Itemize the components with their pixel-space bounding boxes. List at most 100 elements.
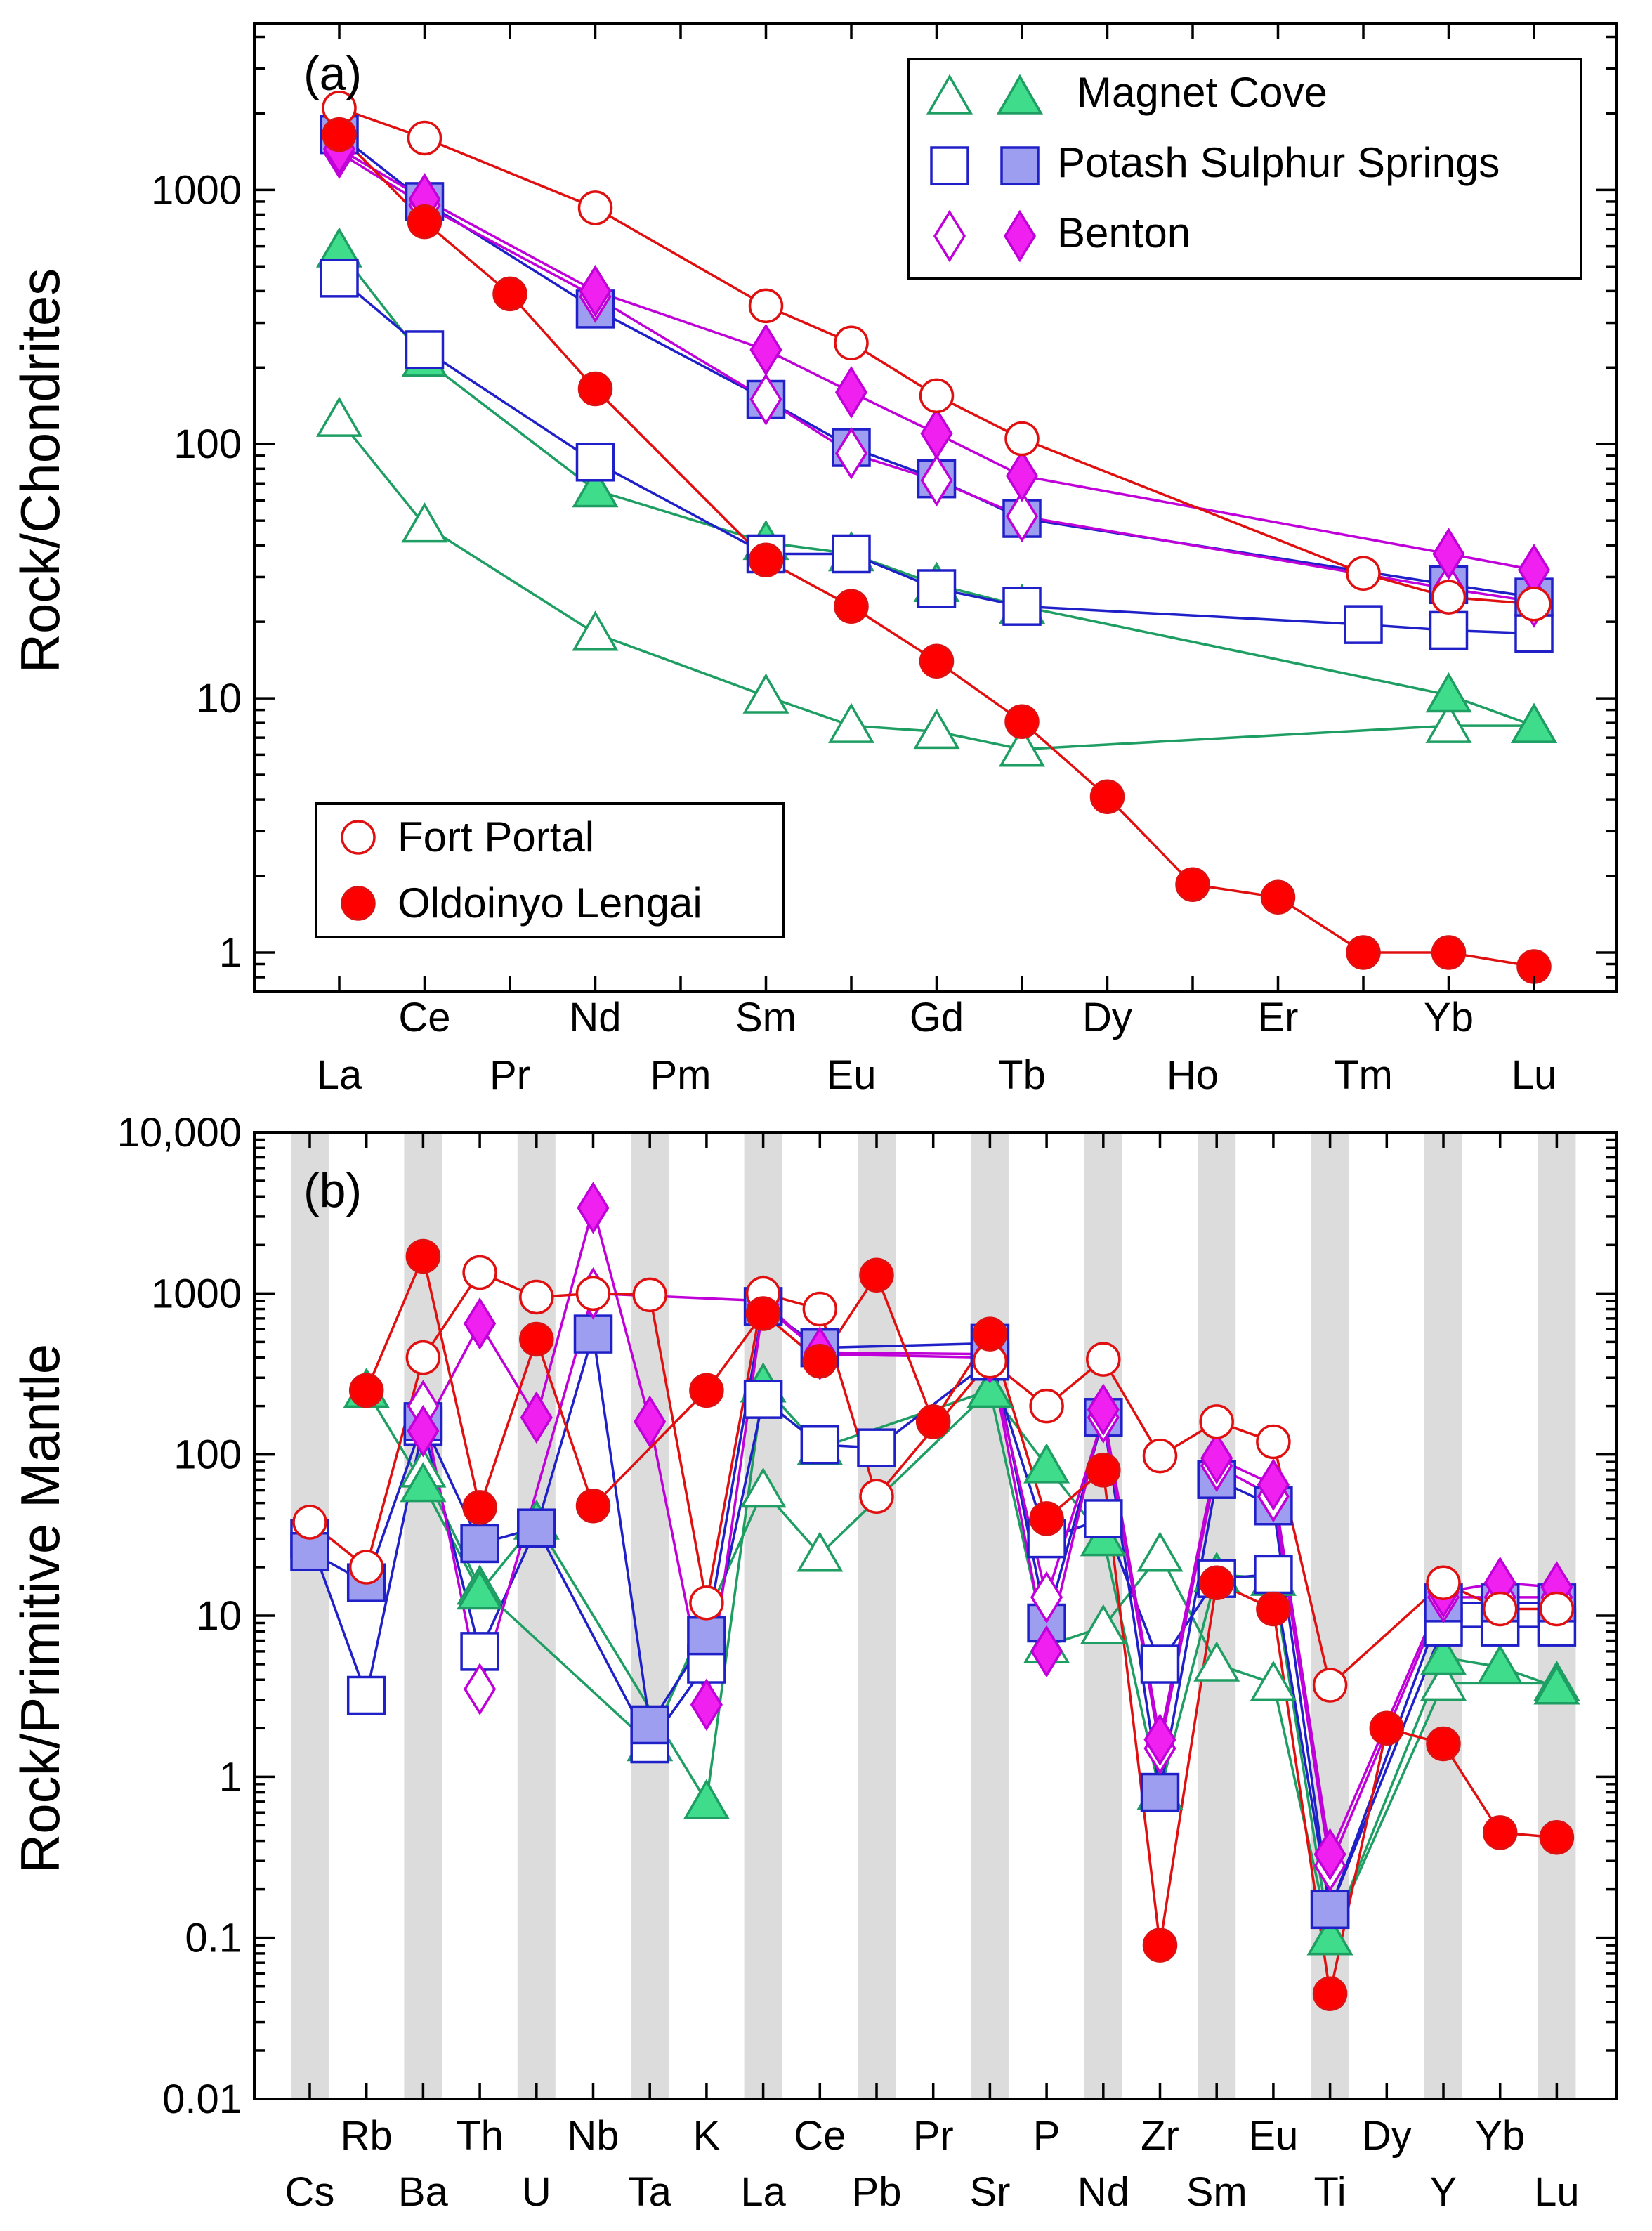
y-tick-label: 10,000 xyxy=(117,1110,242,1156)
point-mc_filled-yb xyxy=(1476,1644,1523,1684)
legend-magnet-cove-filled-marker xyxy=(996,74,1044,115)
legend-b-box xyxy=(315,802,785,938)
legend-fort-portal-label: Fort Portal xyxy=(398,813,594,861)
point-mc_filled-th xyxy=(457,1569,504,1610)
point-ol_filled-eu xyxy=(1256,1591,1291,1627)
x-tick-label-sm: Sm xyxy=(1186,2169,1247,2215)
point-bn_open-sm xyxy=(749,373,782,426)
point-ps_open-eu xyxy=(1254,1555,1293,1595)
series-line-ps_open xyxy=(338,277,1535,635)
point-ol_filled-ce xyxy=(802,1343,838,1379)
point-bn_filled-sm xyxy=(749,323,782,377)
point-fp_open-eu xyxy=(1256,1424,1291,1460)
series-line-fp_open xyxy=(339,107,1535,606)
point-ol_filled-u xyxy=(519,1321,554,1357)
x-tick-label-u: U xyxy=(522,2169,551,2215)
legend-oldoinyo-lengai-symbol xyxy=(341,886,376,921)
legend-fort-portal: Fort Portal xyxy=(341,813,594,861)
point-ps_open-ce xyxy=(800,1425,840,1465)
point-ps_open-nd xyxy=(575,443,615,482)
point-fp_open-ba xyxy=(405,1340,441,1375)
point-bn_filled-ti xyxy=(1313,1828,1346,1881)
point-ps_open-ce xyxy=(405,330,445,369)
point-mc_filled-sr xyxy=(966,1367,1014,1408)
point-ol_filled-er xyxy=(1260,879,1296,915)
point-mc_open-la xyxy=(315,396,363,437)
x-tick-label-ba: Ba xyxy=(398,2169,449,2215)
point-bn_filled-tb xyxy=(1005,450,1039,502)
point-ps_open-tb xyxy=(1002,587,1042,626)
legend-oldoinyo-lengai-marker xyxy=(341,886,376,921)
y-tick-label: 0.01 xyxy=(162,2076,242,2122)
panel-a-y-axis-title: Rock/Chondrites xyxy=(9,268,71,674)
point-mc_filled-ti xyxy=(1306,1915,1353,1956)
x-tick-label-zr: Zr xyxy=(1141,2113,1179,2159)
point-ol_filled-p xyxy=(1029,1501,1064,1536)
point-bn_open-gd xyxy=(920,454,953,507)
point-ps_open-eu xyxy=(832,534,871,574)
legend-magnet-cove-label: Magnet Cove xyxy=(1077,69,1328,116)
point-mc_open-nd xyxy=(572,610,619,651)
legend-magnet-cove-open-symbol xyxy=(926,74,973,115)
panel-a-label: (a) xyxy=(303,47,362,100)
x-tick-label-lu: Lu xyxy=(1534,2169,1580,2215)
point-ol_filled-eu xyxy=(834,589,869,624)
band-u xyxy=(517,1132,556,2099)
point-ol_filled-y xyxy=(1426,1726,1461,1762)
point-bn_filled-gd xyxy=(920,407,953,460)
legend-potash-open-marker xyxy=(930,146,969,185)
band-ta xyxy=(631,1132,669,2099)
point-bn_open-eu xyxy=(834,427,868,480)
x-tick-label-ta: Ta xyxy=(629,2169,672,2215)
point-ol_filled-th xyxy=(462,1490,497,1525)
y-tick-label: 10 xyxy=(196,676,242,721)
band-sr xyxy=(971,1132,1009,2099)
panel-a-markers xyxy=(315,91,1558,984)
point-ol_filled-ce xyxy=(407,204,442,240)
x-tick-label-nd: Nd xyxy=(1077,2169,1129,2215)
point-ol_filled-ho xyxy=(1175,867,1210,903)
panel-a-chart: 1 10 100 1000 La Ce Pr Nd Pm Sm Eu Gd Tb Dy Ho Er Tm Yb Lu… xyxy=(9,22,1618,1098)
x-tick-label-er: Er xyxy=(1258,995,1299,1040)
panel-b-y-axis-title: Rock/Primitive Mantle xyxy=(9,1344,71,1873)
point-fp_open-ta xyxy=(632,1277,667,1313)
point-ol_filled-rb xyxy=(348,1373,384,1408)
point-ps_filled-th xyxy=(460,1524,499,1564)
x-tick-label-tb: Tb xyxy=(998,1052,1046,1098)
point-fp_open-cs xyxy=(292,1505,327,1540)
point-fp_open-pb xyxy=(859,1479,894,1514)
point-bn_open-p xyxy=(1030,1571,1063,1624)
y-tick-label: 1000 xyxy=(151,1271,242,1316)
point-ol_filled-la xyxy=(745,1296,781,1331)
legend-potash-sulphur-springs: Potash Sulphur Springs xyxy=(930,139,1500,186)
legend-oldoinyo-lengai: Oldoinyo Lengai xyxy=(341,879,702,927)
point-ol_filled-dy xyxy=(1369,1710,1405,1746)
point-fp_open-lu xyxy=(1516,587,1552,622)
point-mc_filled-nd xyxy=(572,467,619,508)
point-fp_open-u xyxy=(519,1279,554,1315)
legend-oldoinyo-lengai-label: Oldoinyo Lengai xyxy=(398,879,702,927)
point-bn_filled-eu xyxy=(834,366,868,419)
point-bn_filled-ta xyxy=(634,1395,667,1448)
point-ol_filled-k xyxy=(689,1373,724,1408)
x-tick-label-gd: Gd xyxy=(910,995,964,1040)
point-ps_open-la xyxy=(320,259,359,298)
x-tick-label-yb: Yb xyxy=(1424,995,1474,1040)
point-mc_open-ce xyxy=(796,1531,844,1572)
point-fp_open-nd xyxy=(577,190,613,225)
band-ba xyxy=(404,1132,442,2099)
x-tick-label-ce: Ce xyxy=(794,2113,846,2159)
y-tick-label: 1000 xyxy=(151,167,242,213)
point-mc_filled-ba xyxy=(400,1462,447,1503)
point-ps_open-la xyxy=(743,1380,783,1419)
point-bn_filled-yb xyxy=(1432,528,1465,580)
x-tick-label-th: Th xyxy=(456,2113,504,2159)
x-tick-label-pm: Pm xyxy=(650,1052,712,1098)
point-fp_open-nd xyxy=(1086,1342,1121,1377)
point-mc_open-sm xyxy=(1193,1641,1240,1682)
point-bn_filled-nd xyxy=(579,265,612,318)
panel-a-frame xyxy=(253,22,1618,993)
y-tick-label: 100 xyxy=(173,421,242,467)
point-mc_open-la xyxy=(740,1467,787,1508)
point-ps_open-pb xyxy=(857,1428,896,1467)
